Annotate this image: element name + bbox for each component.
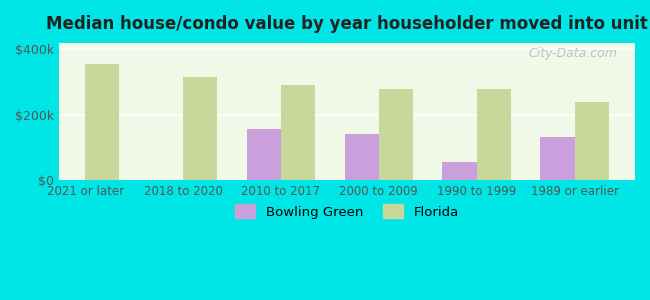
Bar — [281, 85, 315, 180]
Bar — [540, 137, 575, 180]
Title: Median house/condo value by year householder moved into unit: Median house/condo value by year househo… — [46, 15, 648, 33]
Bar — [476, 89, 511, 180]
Bar — [575, 102, 609, 180]
Bar — [183, 77, 217, 180]
Legend: Bowling Green, Florida: Bowling Green, Florida — [229, 198, 465, 225]
Bar — [85, 64, 120, 180]
Text: City-Data.com: City-Data.com — [529, 47, 617, 60]
Bar — [443, 162, 476, 180]
Bar — [344, 134, 379, 180]
Bar — [246, 129, 281, 180]
Bar — [379, 88, 413, 180]
